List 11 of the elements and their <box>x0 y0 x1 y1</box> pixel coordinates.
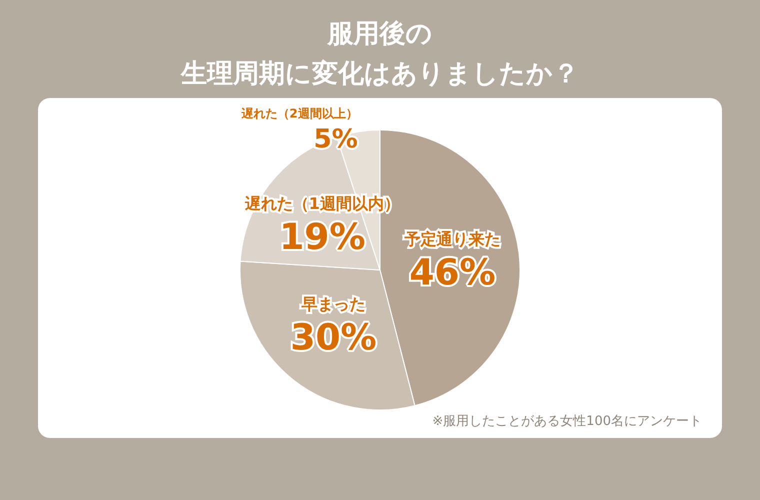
chart-subtitle: 生理周期に変化はありましたか？ <box>180 59 579 89</box>
slice-label: 予定通り来た <box>403 229 500 248</box>
chart-title: 服用後の <box>326 19 432 49</box>
text: ※服用したことがある女性100名にアンケート <box>432 414 702 429</box>
data-label: 19% <box>279 216 366 258</box>
slice-label: 遅れた（1週間以内） <box>244 194 400 213</box>
slice-label: 遅れた（2週間以上） <box>240 106 358 121</box>
data-label: 46% <box>409 252 496 294</box>
data-label: 30% <box>290 318 377 359</box>
data-label: 5% <box>314 124 358 155</box>
slice-label: 早まった <box>300 294 366 314</box>
